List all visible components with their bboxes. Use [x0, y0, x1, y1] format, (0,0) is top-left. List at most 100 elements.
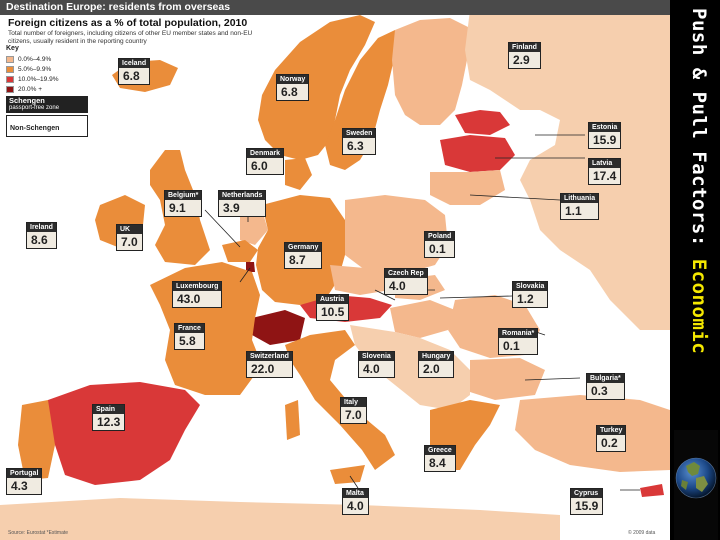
region-bulgaria: [470, 358, 545, 400]
region-netherlands: [240, 210, 268, 245]
country-slovakia: Slovakia 1.2: [512, 281, 549, 308]
globe-icon: [675, 457, 717, 499]
region-balkans: [350, 325, 470, 410]
country-value: 22.0: [247, 361, 292, 377]
country-poland: Poland 0.1: [424, 231, 456, 258]
country-slovenia: Slovenia 4.0: [358, 351, 395, 378]
europe-map: [0, 10, 670, 540]
country-name: Portugal: [7, 469, 42, 478]
legend-swatch: [6, 55, 14, 63]
country-value: 8.4: [425, 455, 455, 471]
legend-label: 10.0%–19.9%: [18, 75, 59, 83]
legend-row: 20.0% +: [6, 84, 88, 94]
country-czech: Czech Rep 4.0: [384, 268, 428, 295]
country-name: Romania*: [499, 329, 538, 338]
country-value: 4.0: [359, 361, 394, 377]
country-name: Ireland: [27, 223, 56, 232]
country-luxembourg: Luxembourg 43.0: [172, 281, 223, 308]
country-value: 1.1: [561, 203, 599, 219]
country-name: Greece: [425, 446, 455, 455]
country-value: 5.8: [175, 333, 204, 349]
country-hungary: Hungary 2.0: [418, 351, 455, 378]
region-luxembourg: [246, 262, 255, 272]
country-value: 8.7: [285, 252, 322, 268]
country-iceland: Iceland 6.8: [118, 58, 151, 85]
country-value: 15.9: [571, 498, 603, 514]
country-estonia: Estonia 15.9: [588, 122, 622, 149]
country-romania: Romania* 0.1: [498, 328, 539, 355]
legend-swatch: [6, 85, 14, 93]
region-north-africa: [0, 498, 560, 540]
country-name: Czech Rep: [385, 269, 427, 278]
map-title: Foreign citizens as a % of total populat…: [8, 17, 248, 29]
country-name: Switzerland: [247, 352, 292, 361]
country-name: Slovenia: [359, 352, 394, 361]
non-schengen-label: Non-Schengen: [10, 125, 60, 132]
country-name: Sweden: [343, 129, 376, 138]
country-value: 10.5: [317, 304, 349, 320]
country-value: 17.4: [589, 168, 621, 184]
schengen-sub: passport-free zone: [9, 105, 60, 111]
country-switzerland: Switzerland 22.0: [246, 351, 293, 378]
country-name: UK: [117, 225, 142, 234]
country-value: 6.0: [247, 158, 283, 174]
country-name: Turkey: [597, 426, 626, 435]
slide-title-accent: Economic: [688, 258, 710, 355]
country-name: Luxembourg: [173, 282, 222, 291]
country-name: Austria: [317, 295, 349, 304]
country-value: 0.1: [425, 241, 455, 257]
country-name: Hungary: [419, 352, 454, 361]
country-name: Denmark: [247, 149, 283, 158]
country-malta: Malta 4.0: [342, 488, 369, 515]
map-subtitle: Total number of foreigners, including ci…: [8, 30, 253, 45]
country-germany: Germany 8.7: [284, 242, 323, 269]
country-name: Netherlands: [219, 191, 266, 200]
country-value: 6.8: [119, 68, 150, 84]
country-name: France: [175, 324, 204, 333]
country-name: Slovakia: [513, 282, 548, 291]
country-norway: Norway 6.8: [276, 74, 310, 101]
country-ireland: Ireland 8.6: [26, 222, 57, 249]
country-netherlands: Netherlands 3.9: [218, 190, 267, 217]
country-value: 4.3: [7, 478, 42, 494]
country-austria: Austria 10.5: [316, 294, 350, 321]
country-value: 12.3: [93, 414, 125, 430]
country-name: Cyprus: [571, 489, 603, 498]
country-bulgaria: Bulgaria* 0.3: [586, 373, 625, 400]
country-greece: Greece 8.4: [424, 445, 456, 472]
legend-label: 0.0%–4.9%: [18, 55, 52, 63]
region-estonia: [455, 110, 510, 135]
region-lithuania: [430, 170, 505, 205]
copyright-note: © 2009 data: [628, 530, 656, 536]
country-lithuania: Lithuania 1.1: [560, 193, 600, 220]
legend-swatch: [6, 75, 14, 83]
source-note: Source: Eurostat *Estimate: [8, 530, 69, 536]
globe-panel: [674, 430, 718, 540]
country-belgium: Belgium* 9.1: [164, 190, 203, 217]
country-value: 0.3: [587, 383, 624, 399]
country-name: Germany: [285, 243, 322, 252]
country-latvia: Latvia 17.4: [588, 158, 622, 185]
country-sweden: Sweden 6.3: [342, 128, 377, 155]
schengen-key: Schengen passport-free zone: [6, 96, 88, 113]
legend-row: 5.0%–9.9%: [6, 64, 88, 74]
country-denmark: Denmark 6.0: [246, 148, 284, 175]
country-value: 1.2: [513, 291, 548, 307]
country-italy: Italy 7.0: [340, 397, 367, 424]
country-name: Poland: [425, 232, 455, 241]
country-name: Latvia: [589, 159, 621, 168]
region-sicily: [330, 465, 365, 484]
country-value: 6.3: [343, 138, 376, 154]
country-cyprus: Cyprus 15.9: [570, 488, 604, 515]
slide-title-main: Push & Pull Factors:: [688, 8, 710, 259]
map-header-text: Destination Europe: residents from overs…: [6, 1, 231, 13]
legend-row: 0.0%–4.9%: [6, 54, 88, 64]
country-name: Finland: [509, 43, 540, 52]
country-name: Malta: [343, 489, 368, 498]
region-denmark: [285, 158, 312, 190]
country-name: Estonia: [589, 123, 621, 132]
region-finland: [392, 18, 470, 125]
country-name: Norway: [277, 75, 309, 84]
region-spain: [48, 382, 200, 485]
region-switzerland: [252, 310, 305, 345]
